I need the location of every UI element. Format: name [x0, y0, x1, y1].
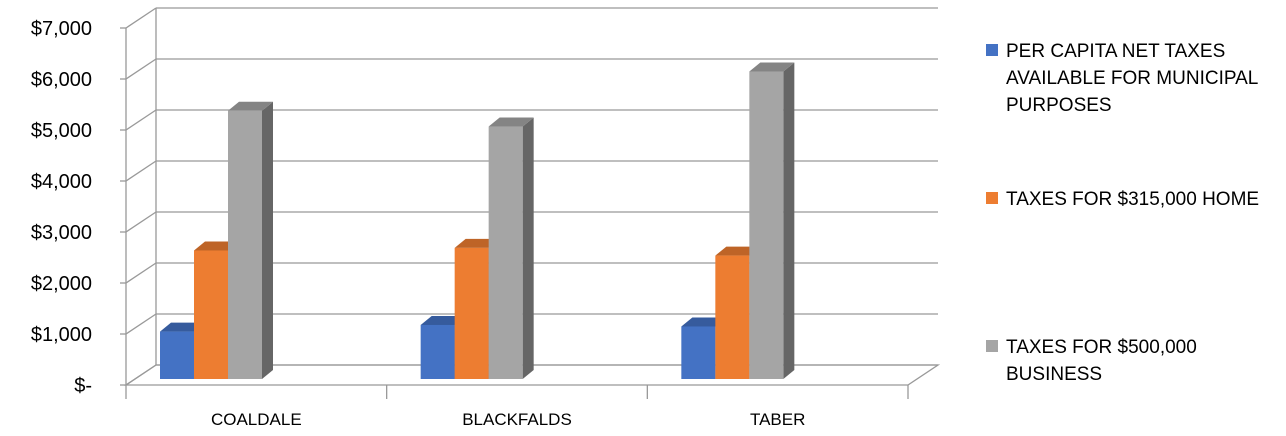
gridline-connector — [125, 58, 157, 80]
y-tick-label: $7,000 — [31, 18, 92, 40]
bar — [420, 324, 455, 379]
bar-top — [681, 317, 727, 327]
legend-label-business: TAXES FOR $500,000 BUSINESS — [1006, 337, 1197, 385]
bar — [228, 110, 262, 380]
gridline-connector — [125, 7, 157, 29]
legend-item-home: TAXES FOR $315,000 HOME — [986, 186, 1276, 213]
x-tick-label: BLACKFALDS — [462, 410, 572, 429]
legend-swatch-business — [986, 340, 998, 352]
bars — [160, 62, 795, 380]
bar — [749, 71, 784, 379]
legend-item-per-capita: PER CAPITA NET TAXES AVAILABLE FOR MUNIC… — [986, 38, 1276, 119]
legend-item-business: TAXES FOR $500,000 BUSINESS — [986, 334, 1276, 388]
gridline-connector — [125, 211, 157, 233]
y-tick-label: $4,000 — [31, 171, 92, 193]
legend-label-home: TAXES FOR $315,000 HOME — [1006, 189, 1260, 210]
bar — [160, 331, 194, 379]
y-tick-label: $2,000 — [31, 273, 92, 295]
bar — [681, 326, 716, 379]
bar-side — [262, 101, 273, 380]
bar-top — [715, 246, 761, 256]
axes — [120, 8, 941, 399]
legend-swatch-per-capita — [986, 44, 998, 56]
y-tick-label: $6,000 — [31, 69, 92, 91]
gridline-connector — [125, 160, 157, 182]
bar-top — [420, 315, 466, 325]
bar — [194, 250, 228, 379]
y-tick-label: $- — [74, 375, 92, 397]
bar-side — [783, 62, 795, 379]
x-tick-label: TABER — [750, 410, 805, 429]
bar-top — [160, 322, 205, 332]
bar-top — [749, 62, 795, 72]
legend-label-per-capita: PER CAPITA NET TAXES AVAILABLE FOR MUNIC… — [1006, 41, 1258, 116]
gridline-connector — [125, 262, 157, 284]
y-tick-label: $5,000 — [31, 120, 92, 142]
y-tick-label: $1,000 — [31, 324, 92, 346]
x-axis-ticks: COALDALE BLACKFALDS TABER — [211, 410, 805, 429]
bar — [454, 247, 489, 379]
legend-swatch-home — [986, 192, 998, 204]
bar-top — [488, 117, 534, 127]
x-tick-label: COALDALE — [211, 410, 302, 429]
gridline-connector — [125, 313, 157, 335]
bar-side — [522, 117, 534, 380]
bar-top — [194, 241, 239, 251]
y-tick-label: $3,000 — [31, 222, 92, 244]
bar — [488, 126, 523, 379]
gridlines — [125, 7, 938, 386]
y-axis-ticks: $- $1,000 $2,000 $3,000 $4,000 $5,000 $6,000 $7… — [31, 18, 92, 397]
bar — [715, 255, 750, 379]
bar-top — [454, 238, 500, 248]
bar-top — [228, 101, 273, 111]
gridline-connector — [125, 109, 157, 131]
